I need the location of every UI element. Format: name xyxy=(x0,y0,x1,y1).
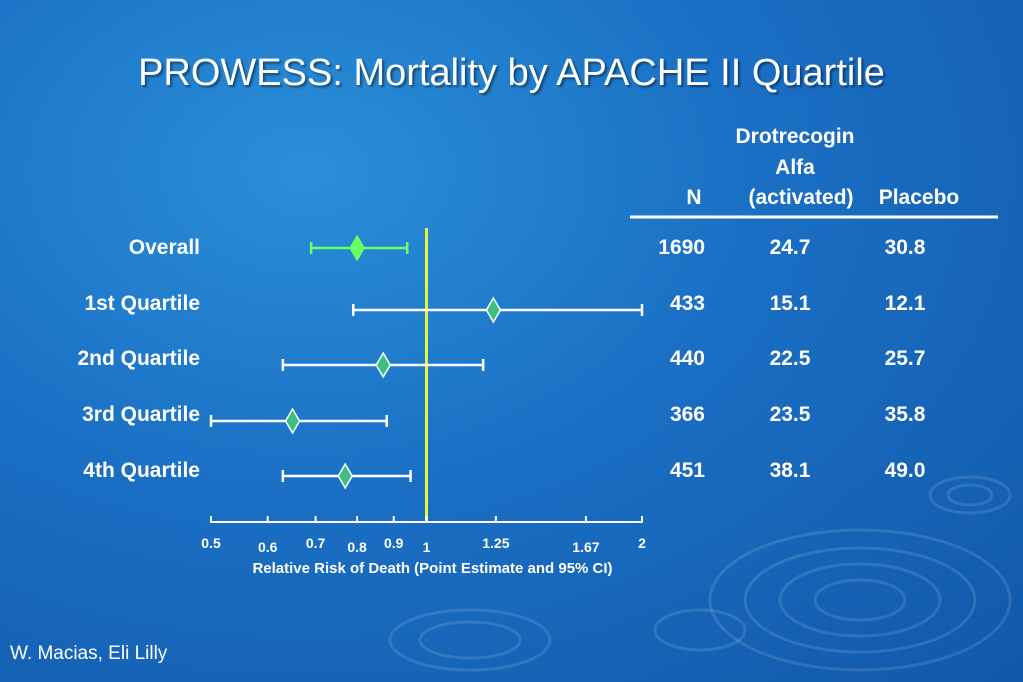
cell-n-q4: 451 xyxy=(669,459,705,482)
point-estimate-marker xyxy=(485,296,502,324)
cell-drug-q2: 22.5 xyxy=(769,347,811,370)
row-label-overall: Overall xyxy=(128,236,200,259)
cell-n-q2: 440 xyxy=(669,347,705,370)
header-n: N xyxy=(686,186,702,209)
point-estimate-marker xyxy=(375,351,392,379)
cell-placebo-overall: 30.8 xyxy=(884,236,926,259)
cell-placebo-q3: 35.8 xyxy=(884,403,926,426)
x-tick-label: 0.8 xyxy=(347,539,367,555)
cell-drug-q3: 23.5 xyxy=(769,403,811,426)
slide-footer: W. Macias, Eli Lilly xyxy=(10,643,168,664)
cell-drug-q4: 38.1 xyxy=(769,459,811,482)
cell-placebo-q1: 12.1 xyxy=(884,292,926,315)
cell-placebo-q2: 25.7 xyxy=(884,347,926,370)
cell-drug-overall: 24.7 xyxy=(769,236,811,259)
slide-title: PROWESS: Mortality by APACHE II Quartile xyxy=(138,52,885,94)
x-tick-label: 0.5 xyxy=(201,535,221,551)
row-label-q1: 1st Quartile xyxy=(84,292,200,315)
point-estimate-marker xyxy=(349,234,365,262)
header-drug-line3: (activated) xyxy=(748,186,854,209)
x-tick-label: 0.9 xyxy=(384,535,404,551)
row-label-q2: 2nd Quartile xyxy=(77,347,200,370)
cell-n-q1: 433 xyxy=(669,292,705,315)
cell-drug-q1: 15.1 xyxy=(769,292,811,315)
header-drug-line2: Alfa xyxy=(775,156,815,179)
x-axis-title: Relative Risk of Death (Point Estimate a… xyxy=(252,560,612,577)
x-tick-label: 0.7 xyxy=(306,535,326,551)
row-label-q3: 3rd Quartile xyxy=(82,403,200,426)
header-drug-line1: Drotrecogin xyxy=(735,125,855,148)
x-tick-label: 1.25 xyxy=(482,535,509,551)
point-estimate-marker xyxy=(337,462,354,490)
point-estimate-marker xyxy=(284,407,301,435)
x-tick-label: 1.67 xyxy=(572,539,599,555)
header-placebo: Placebo xyxy=(878,186,960,209)
cell-placebo-q4: 49.0 xyxy=(884,459,926,482)
x-tick-label: 1 xyxy=(423,539,431,555)
cell-n-overall: 1690 xyxy=(658,236,705,259)
cell-n-q3: 366 xyxy=(669,403,705,426)
x-tick-label: 0.6 xyxy=(258,539,278,555)
x-tick-label: 2 xyxy=(638,535,646,551)
row-label-q4: 4th Quartile xyxy=(83,459,200,482)
